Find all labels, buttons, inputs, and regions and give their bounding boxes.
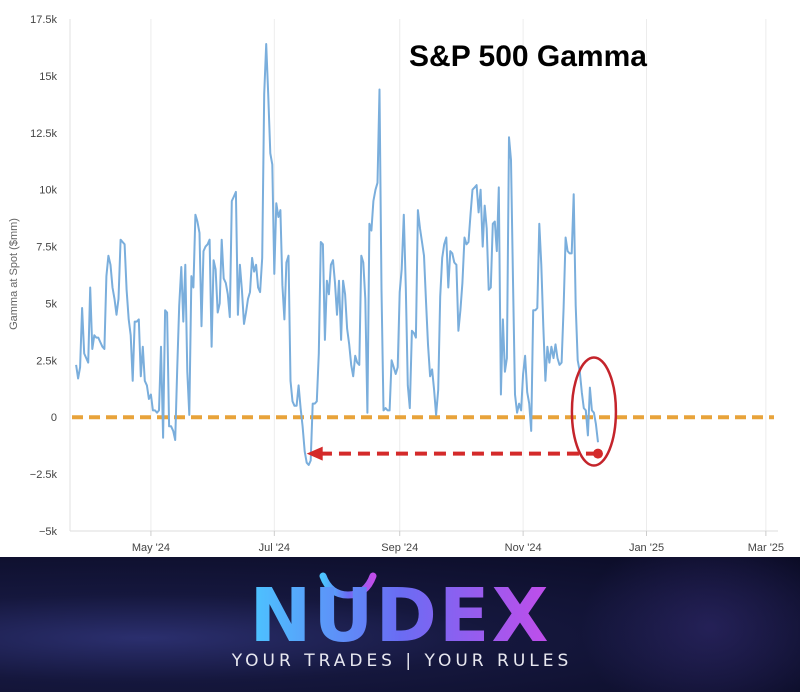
horn-icon [319, 572, 377, 599]
tagline: YOUR TRADES | YOUR RULES [231, 651, 573, 671]
x-tick-label: Nov '24 [505, 542, 542, 554]
x-tick-label: Mar '25 [748, 542, 784, 554]
gamma-series-line [75, 43, 599, 466]
y-axis-label: Gamma at Spot ($mm) [8, 218, 20, 330]
x-tick-label: Jan '25 [629, 542, 664, 554]
grid-layer [69, 19, 778, 532]
y-tick-label: 15k [39, 71, 57, 83]
y-tick-label: −5k [39, 526, 58, 538]
y-tick-label: −2.5k [30, 469, 58, 481]
arrow-head-icon [306, 446, 323, 461]
chart-area: −5k −2.5k 0 2.5k 5k 7.5k 10k 12.5k 15k 17.5k May … [8, 14, 785, 554]
x-tick-label: May '24 [132, 542, 170, 554]
x-tick-label: Sep '24 [381, 542, 418, 554]
y-tick-label: 0 [51, 412, 57, 424]
nudex-logo: NUDEX YOUR TRADES | YOUR RULES [231, 572, 573, 671]
y-tick-label: 12.5k [30, 128, 57, 140]
highlight-circle [570, 356, 618, 467]
x-tick-label: Jul '24 [259, 542, 290, 554]
gamma-line-chart: −5k −2.5k 0 2.5k 5k 7.5k 10k 12.5k 15k 17.5k May … [8, 14, 784, 554]
brand-banner: NUDEX YOUR TRADES | YOUR RULES [0, 557, 800, 692]
logo-wordmark: NUDEX [249, 573, 550, 659]
series-layer [75, 43, 599, 466]
endpoint-dot [592, 448, 603, 459]
y-axis-ticks: −5k −2.5k 0 2.5k 5k 7.5k 10k 12.5k 15k 17.5k [30, 14, 58, 538]
y-tick-label: 17.5k [30, 14, 57, 26]
y-tick-label: 2.5k [36, 355, 57, 367]
y-tick-label: 10k [39, 185, 57, 197]
annotation-layer [306, 356, 618, 467]
chart-title: S&P 500 Gamma [409, 40, 647, 73]
y-tick-label: 5k [45, 298, 57, 310]
y-tick-label: 7.5k [36, 242, 57, 254]
x-axis-ticks: May '24 Jul '24 Sep '24 Nov '24 Jan '25 Mar '… [132, 531, 784, 554]
